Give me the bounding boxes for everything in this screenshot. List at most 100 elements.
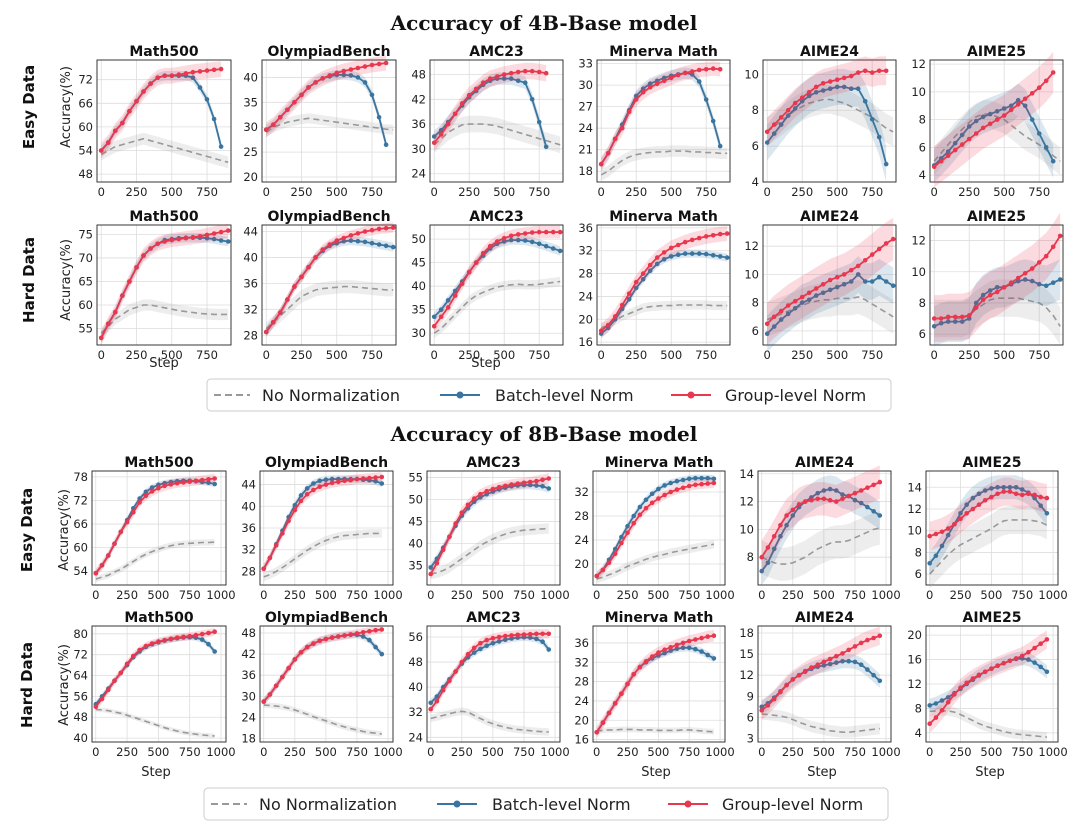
point-group	[995, 663, 1000, 668]
y-tick-label: 48	[241, 626, 256, 640]
panel-title: OlympiadBench	[267, 209, 390, 225]
point-group	[1008, 280, 1014, 286]
point-group	[778, 115, 784, 120]
y-tick-label: 6	[752, 139, 759, 153]
point-group	[453, 521, 458, 526]
point-group	[792, 298, 798, 304]
x-tick-label: 250	[791, 348, 813, 362]
point-batch	[1019, 487, 1025, 492]
point-group	[550, 229, 556, 235]
point-batch	[212, 649, 217, 654]
point-group	[1050, 70, 1056, 75]
point-batch	[710, 253, 716, 258]
point-batch	[1007, 485, 1013, 490]
point-batch	[1043, 145, 1049, 150]
point-batch	[933, 553, 939, 558]
panel-title: AMC23	[469, 209, 524, 225]
point-group	[982, 669, 988, 675]
plot-frame	[929, 59, 1064, 183]
point-group	[99, 696, 105, 702]
band-group	[601, 226, 728, 339]
x-tick-label: 250	[791, 185, 813, 199]
y-tick-label: 45	[411, 256, 426, 270]
y-tick-label: 32	[243, 302, 258, 316]
point-group	[703, 234, 709, 239]
x-tick-label: 750	[1028, 185, 1050, 199]
panel-title: AIME24	[795, 610, 854, 626]
point-group	[927, 721, 932, 726]
point-group	[790, 507, 796, 513]
legend-box	[203, 787, 889, 821]
point-group	[127, 108, 132, 114]
x-tick-label: 0	[98, 185, 105, 199]
point-group	[522, 231, 528, 236]
point-group	[1022, 96, 1028, 102]
point-group	[876, 68, 882, 74]
point-group	[877, 633, 883, 639]
panel-title: AIME24	[800, 209, 859, 225]
y-tick-label: 60	[78, 298, 93, 312]
point-group	[503, 633, 508, 639]
point-group	[218, 66, 224, 72]
point-group	[661, 78, 667, 84]
y-tick-label: 30	[578, 78, 593, 92]
point-group	[452, 111, 458, 117]
x-tick-label: 750	[361, 348, 383, 362]
x-tick-label: 750	[678, 745, 700, 759]
point-group	[292, 507, 298, 513]
point-group	[376, 61, 382, 67]
plot-frame	[757, 470, 892, 586]
point-group	[594, 730, 599, 735]
x-tick-label: 500	[326, 348, 348, 362]
point-group	[711, 480, 717, 486]
point-group	[465, 502, 471, 508]
y-tick-label: 40	[411, 279, 426, 293]
point-group	[362, 229, 368, 234]
point-batch	[871, 509, 876, 514]
point-batch	[668, 254, 674, 259]
point-group	[263, 127, 269, 132]
point-batch	[852, 497, 858, 503]
point-group	[334, 70, 340, 76]
y-tick-label: 36	[241, 521, 256, 535]
point-group	[933, 531, 939, 537]
point-group	[487, 76, 493, 81]
band-group	[934, 212, 1061, 342]
point-group	[379, 474, 385, 480]
point-group	[323, 482, 329, 487]
point-group	[945, 700, 951, 705]
point-group	[176, 236, 182, 242]
line-batch	[433, 239, 561, 318]
point-batch	[540, 639, 545, 644]
y-tick-label: 21	[578, 143, 593, 157]
x-tick-label: 750	[844, 588, 866, 602]
plot-frame	[426, 625, 561, 743]
point-group	[286, 665, 291, 671]
point-group	[958, 685, 963, 690]
point-batch	[865, 504, 870, 510]
point-batch	[686, 476, 692, 482]
point-group	[931, 316, 937, 321]
band-none	[761, 708, 880, 738]
panel-1-9: 16 20 24 28 32 36 0 250 500 750 1000 Minerva Math	[574, 610, 734, 759]
point-batch	[711, 656, 717, 661]
point-batch	[976, 491, 982, 497]
point-group	[682, 70, 688, 76]
y-tick-label: 28	[578, 267, 593, 281]
line-none	[95, 708, 215, 737]
point-group	[815, 662, 820, 667]
point-group	[820, 81, 826, 86]
plot-frame	[429, 224, 564, 346]
point-batch	[778, 317, 784, 322]
line-none	[929, 710, 1047, 738]
band-none	[929, 505, 1047, 589]
y-tick-label: 16	[574, 733, 589, 747]
panel-title: AMC23	[466, 455, 521, 471]
point-group	[273, 543, 279, 548]
point-group	[452, 293, 458, 298]
point-group	[686, 638, 692, 644]
point-batch	[329, 476, 335, 482]
legend-marker-batch	[453, 800, 461, 808]
point-group	[668, 645, 673, 650]
point-batch	[876, 274, 882, 280]
